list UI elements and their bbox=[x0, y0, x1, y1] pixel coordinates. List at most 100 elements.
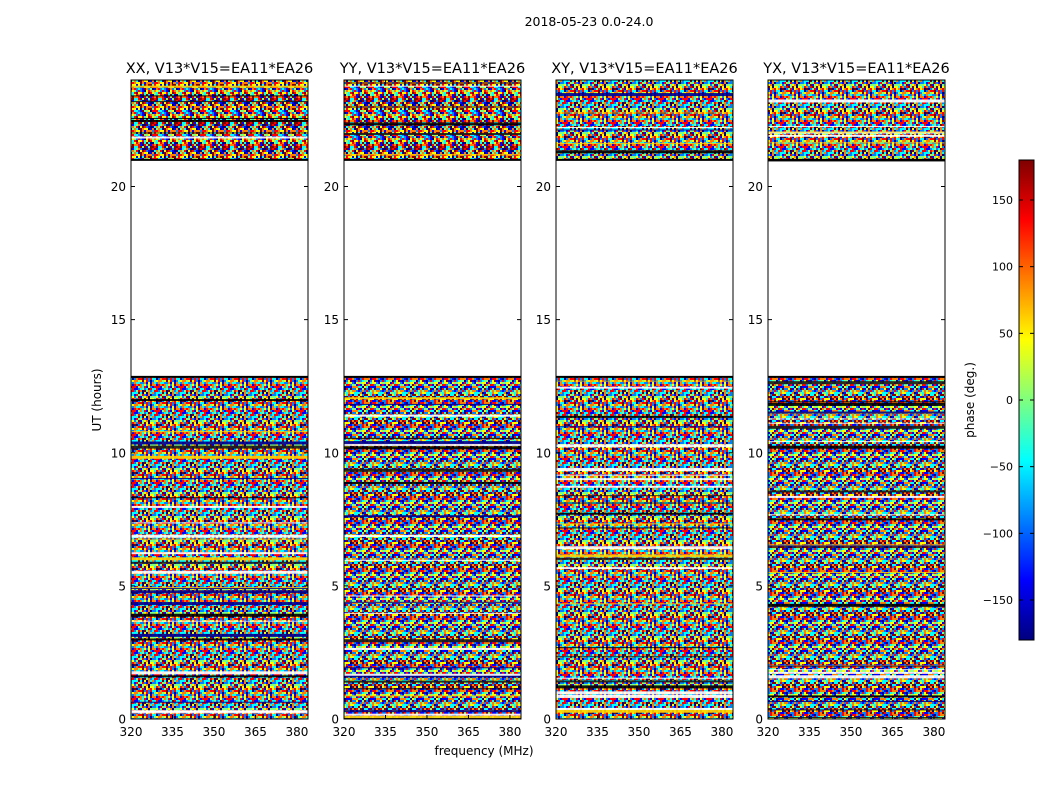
flag-line bbox=[768, 125, 945, 127]
flag-line bbox=[344, 481, 521, 484]
flag-line bbox=[344, 154, 521, 156]
y-tick-label: 15 bbox=[536, 313, 551, 327]
flag-line bbox=[131, 561, 308, 564]
flag-line bbox=[344, 132, 521, 135]
flag-line bbox=[131, 675, 308, 678]
flag-line bbox=[344, 106, 521, 108]
x-tick-label: 335 bbox=[586, 725, 609, 739]
flag-line bbox=[131, 613, 308, 617]
y-tick-label: 5 bbox=[755, 579, 763, 593]
block-edge-line bbox=[556, 375, 733, 378]
y-tick-label: 20 bbox=[536, 180, 551, 194]
x-tick-label: 320 bbox=[757, 725, 780, 739]
x-tick-label: 335 bbox=[374, 725, 397, 739]
flag-line bbox=[131, 431, 308, 433]
x-tick-label: 350 bbox=[203, 725, 226, 739]
flag-line bbox=[556, 426, 733, 428]
flag-line bbox=[768, 671, 945, 674]
heatmap-image bbox=[344, 80, 521, 719]
block-edge-line bbox=[556, 158, 733, 161]
flag-line bbox=[556, 444, 733, 448]
flag-line bbox=[556, 546, 733, 550]
flag-line bbox=[344, 601, 521, 603]
flag-line bbox=[344, 82, 521, 84]
colorbar-tick-label: 0 bbox=[1006, 394, 1013, 407]
x-tick-label: 365 bbox=[881, 725, 904, 739]
x-tick-label: 380 bbox=[498, 725, 521, 739]
flag-line bbox=[131, 445, 308, 449]
flag-line bbox=[344, 442, 521, 446]
flag-line bbox=[556, 415, 733, 418]
colorbar: −150 −100 −50 0 50 100 150 bbox=[983, 159, 1035, 641]
flag-line bbox=[131, 497, 308, 499]
flag-line bbox=[768, 490, 945, 493]
x-tick-label: 380 bbox=[710, 725, 733, 739]
flag-line bbox=[131, 701, 308, 703]
flag-line bbox=[344, 695, 521, 697]
flag-line bbox=[768, 514, 945, 516]
flag-line bbox=[768, 495, 945, 498]
y-tick-label: 0 bbox=[543, 713, 551, 727]
flag-line bbox=[768, 99, 945, 103]
x-tick-label: 335 bbox=[798, 725, 821, 739]
y-tick-label: 0 bbox=[118, 713, 126, 727]
flag-line bbox=[131, 638, 308, 641]
x-tick-label: 350 bbox=[416, 725, 439, 739]
x-tick-label: 350 bbox=[628, 725, 651, 739]
flag-line bbox=[344, 673, 521, 676]
flag-line bbox=[131, 557, 308, 561]
flag-line bbox=[556, 677, 733, 679]
flag-line bbox=[768, 425, 945, 429]
flag-line bbox=[556, 112, 733, 114]
heatmap-upper-block bbox=[131, 80, 308, 160]
y-tick-label: 20 bbox=[111, 180, 126, 194]
flag-line bbox=[768, 700, 945, 702]
flag-line bbox=[344, 403, 521, 405]
heatmap-upper-block bbox=[556, 80, 733, 160]
flag-line bbox=[556, 142, 733, 144]
y-tick-label: 20 bbox=[748, 180, 763, 194]
flag-line bbox=[131, 587, 308, 589]
flag-line bbox=[344, 559, 521, 561]
panel-xx: XX, V13*V15=EA11*EA26 0 5 10 15 20 320 335 350 36… bbox=[111, 61, 314, 739]
y-tick-label: 0 bbox=[331, 713, 339, 727]
flag-line bbox=[768, 134, 945, 137]
flag-line bbox=[131, 710, 308, 713]
flag-line bbox=[131, 570, 308, 574]
heatmap-lower-block bbox=[768, 376, 945, 719]
y-tick-label: 5 bbox=[331, 579, 339, 593]
flag-line bbox=[768, 518, 945, 521]
flag-line bbox=[131, 101, 308, 103]
flag-line bbox=[344, 85, 521, 87]
flag-line bbox=[131, 132, 308, 134]
y-tick-label: 10 bbox=[748, 446, 763, 460]
flag-line bbox=[344, 595, 521, 597]
colorbar-tick-label: −100 bbox=[983, 527, 1013, 540]
y-tick-label: 5 bbox=[118, 579, 126, 593]
panel-yx: YX, V13*V15=EA11*EA26 0 5 10 15 20 320 335 350 36… bbox=[748, 61, 950, 739]
flag-line bbox=[556, 647, 733, 649]
flag-line bbox=[556, 93, 733, 97]
flag-line bbox=[556, 474, 733, 476]
block-edge-line bbox=[344, 158, 521, 161]
y-tick-label: 0 bbox=[755, 713, 763, 727]
flag-line bbox=[768, 401, 945, 403]
heatmap-upper-block bbox=[768, 80, 945, 160]
y-tick-label: 15 bbox=[748, 313, 763, 327]
flag-line bbox=[556, 127, 733, 129]
panel-title: YX, V13*V15=EA11*EA26 bbox=[762, 61, 949, 77]
heatmap-lower-block bbox=[344, 376, 521, 719]
heatmap-image bbox=[131, 80, 308, 719]
flag-line bbox=[131, 85, 308, 88]
panel-frame bbox=[130, 79, 309, 720]
flag-line bbox=[344, 667, 521, 669]
flag-line bbox=[131, 136, 308, 139]
y-tick-label: 10 bbox=[324, 446, 339, 460]
colorbar-label: phase (deg.) bbox=[963, 362, 977, 438]
flag-line bbox=[344, 534, 521, 537]
flag-line bbox=[131, 534, 308, 538]
flag-line bbox=[768, 665, 945, 667]
x-tick-label: 365 bbox=[244, 725, 267, 739]
flag-line bbox=[131, 399, 308, 402]
flag-line bbox=[556, 502, 733, 504]
